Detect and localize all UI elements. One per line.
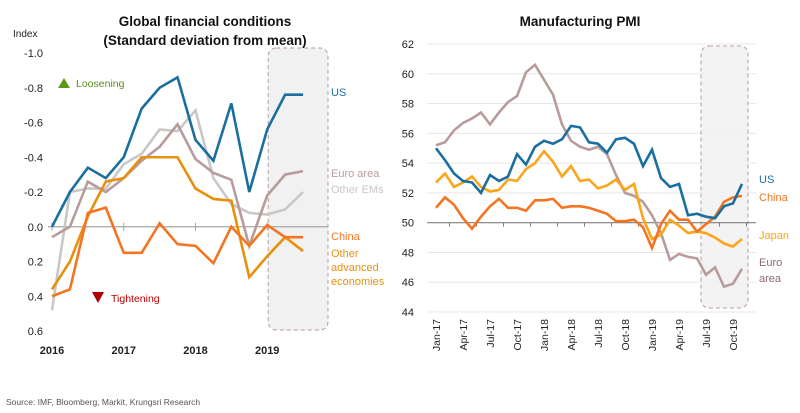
series-line-us bbox=[50, 75, 304, 228]
triangle-up-icon bbox=[58, 78, 70, 88]
highlight-region-2019 bbox=[267, 47, 329, 331]
y-tick-label: 54 bbox=[402, 158, 414, 170]
series-line-euro-area bbox=[51, 121, 304, 251]
x-tick-label: Oct-18 bbox=[620, 319, 632, 351]
y-tick-label: 50 bbox=[402, 218, 414, 230]
x-tick-label: Jan-17 bbox=[431, 319, 443, 351]
y-tick-label: 56 bbox=[402, 128, 414, 140]
series-label-other-advanced-economies: Other advanced economies bbox=[331, 248, 385, 288]
loosening-label: Loosening bbox=[76, 78, 125, 90]
y-tick-label: 44 bbox=[402, 307, 414, 319]
series-line-euro-area bbox=[435, 62, 744, 289]
series-label-japan: Japan bbox=[759, 230, 789, 242]
x-tick-label: Jan-19 bbox=[647, 319, 659, 351]
series-label-other-ems: Other EMs bbox=[331, 184, 384, 196]
x-tick-label: 2019 bbox=[255, 345, 279, 357]
y-tick-label: -1.0 bbox=[24, 48, 43, 60]
chart-title: Manufacturing PMI bbox=[520, 14, 641, 29]
manufacturing-pmi-chart: Manufacturing PMI 62 60 58 56 54 52 50 48 46 44 J… bbox=[402, 14, 789, 351]
y-tick-label: -0.8 bbox=[24, 83, 43, 95]
y-tick-label: 0.2 bbox=[28, 257, 43, 269]
x-tick-label: 2016 bbox=[40, 345, 64, 357]
chart-subtitle: (Standard deviation from mean) bbox=[103, 33, 306, 48]
x-tick-label: Jul-17 bbox=[485, 319, 497, 348]
x-tick-label: 2017 bbox=[111, 345, 135, 357]
series-label-euro-area: Euro area bbox=[759, 257, 782, 285]
tightening-label: Tightening bbox=[111, 293, 160, 305]
y-tick-label: 62 bbox=[402, 39, 414, 51]
y-tick-label: 48 bbox=[402, 247, 414, 259]
loosening-annotation: Loosening bbox=[58, 78, 125, 90]
chart-title: Global financial conditions bbox=[119, 14, 292, 29]
y-tick-label: 60 bbox=[402, 69, 414, 81]
series-label-china: China bbox=[759, 192, 789, 204]
y-tick-label: -0.4 bbox=[24, 152, 43, 164]
series-line-us bbox=[434, 124, 744, 220]
y-tick-label: 0.4 bbox=[28, 291, 43, 303]
x-tick-label: Apr-18 bbox=[566, 319, 578, 351]
series-label-us: US bbox=[331, 87, 346, 99]
x-tick-label: Jul-18 bbox=[593, 319, 605, 348]
financial-conditions-chart: Global financial conditions (Standard de… bbox=[13, 14, 385, 357]
x-tick-label: Apr-19 bbox=[674, 319, 686, 351]
tightening-annotation: Tightening bbox=[92, 292, 160, 305]
x-tick-label: Oct-17 bbox=[512, 319, 524, 351]
y-axis-label: Index bbox=[13, 29, 37, 40]
triangle-down-icon bbox=[92, 292, 104, 303]
y-tick-label: -0.2 bbox=[24, 187, 43, 199]
source-note: Source: IMF, Bloomberg, Markit, Krungsri… bbox=[6, 397, 201, 407]
y-tick-label: 0.0 bbox=[28, 222, 43, 234]
x-tick-label: Oct-19 bbox=[728, 319, 740, 351]
x-tick-label: Jan-18 bbox=[539, 319, 551, 351]
y-tick-label: 0.6 bbox=[28, 326, 43, 338]
y-tick-label: 52 bbox=[402, 188, 414, 200]
series-label-china: China bbox=[331, 231, 361, 243]
x-tick-label: 2018 bbox=[183, 345, 207, 357]
y-tick-label: 58 bbox=[402, 99, 414, 111]
x-tick-label: Jul-19 bbox=[701, 319, 713, 348]
y-tick-label: -0.6 bbox=[24, 118, 43, 130]
x-tick-label: Apr-17 bbox=[458, 319, 470, 351]
series-label-euro-area: Euro area bbox=[331, 168, 380, 180]
series-line-china bbox=[435, 194, 743, 252]
series-line-other-advanced-economies bbox=[50, 155, 304, 291]
series-line-china bbox=[51, 206, 304, 298]
y-tick-label: 46 bbox=[402, 277, 414, 289]
series-label-us: US bbox=[759, 174, 774, 186]
series-line-japan bbox=[435, 149, 743, 248]
